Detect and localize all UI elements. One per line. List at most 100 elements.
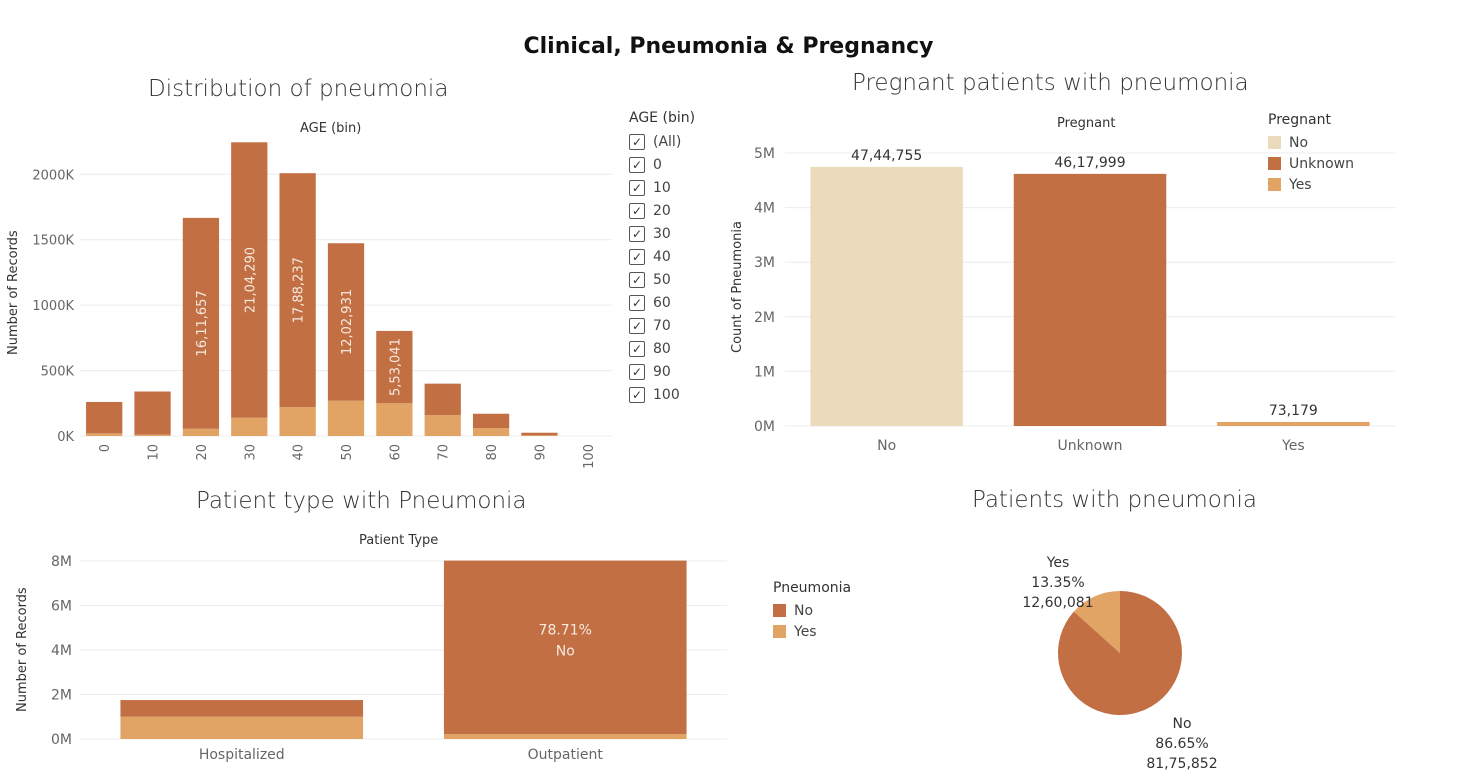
patient-type-column-header: Patient Type [359, 533, 439, 548]
bar-yes[interactable] [521, 435, 558, 436]
patient-type-chart: 0M 2M 4M 6M 8M Hospitalized Outpatient 78.71% No [51, 554, 727, 763]
bar-yes[interactable] [86, 433, 123, 436]
pie-label-no: No 86.65% 81,75,852 [1132, 714, 1232, 774]
bar-yes[interactable] [182, 428, 220, 436]
check-icon[interactable]: ✓ [629, 179, 645, 196]
x-tick-label: Unknown [1058, 438, 1123, 454]
bar[interactable] [1013, 173, 1167, 426]
x-tick-label: Yes [1281, 438, 1305, 454]
bar-yes[interactable] [120, 716, 364, 739]
bar-no[interactable] [279, 173, 316, 408]
bar-no[interactable] [86, 401, 123, 434]
pneumonia-legend-title: Pneumonia [773, 580, 852, 596]
age-filter-title: AGE (bin) [629, 110, 696, 126]
check-icon[interactable]: ✓ [629, 133, 645, 150]
check-icon[interactable]: ✓ [629, 156, 645, 173]
pregnant-legend-item-unknown[interactable]: Unknown [1268, 153, 1354, 174]
y-tick-label: 1500K [32, 234, 74, 249]
bar-value-label: 16,11,657 [195, 290, 210, 356]
check-icon[interactable]: ✓ [629, 225, 645, 242]
y-tick-label: 2M [51, 688, 72, 704]
x-tick-label: 90 [533, 444, 548, 461]
age-filter-label: 60 [653, 294, 671, 311]
x-tick-label: 50 [340, 444, 355, 461]
pneumonia-pie-chart [1058, 591, 1182, 715]
age-filter-item[interactable]: ✓ 70 [629, 314, 695, 337]
bar-no[interactable] [521, 432, 558, 436]
age-chart-title: Distribution of pneumonia [148, 76, 449, 102]
bar-yes[interactable] [376, 403, 413, 436]
bar[interactable] [1217, 422, 1370, 426]
legend-label: No [794, 602, 814, 619]
age-filter-item[interactable]: ✓ 90 [629, 360, 695, 383]
y-tick-label: 6M [51, 599, 72, 615]
age-filter-item[interactable]: ✓ 80 [629, 337, 695, 360]
bar-no[interactable] [472, 413, 510, 429]
check-icon[interactable]: ✓ [629, 202, 645, 219]
pie-chart-title: Patients with pneumonia [972, 487, 1257, 513]
pregnant-chart-title: Pregnant patients with pneumonia [852, 70, 1249, 96]
age-y-axis-title: Number of Records [6, 230, 21, 355]
bar-no[interactable] [376, 330, 413, 404]
bar-yes[interactable] [134, 434, 171, 436]
age-filter-item[interactable]: ✓ 100 [629, 383, 695, 406]
check-icon[interactable]: ✓ [629, 386, 645, 403]
legend-label: Unknown [1289, 155, 1354, 172]
bar-value-label: 46,17,999 [1054, 155, 1125, 171]
y-tick-label: 0K [57, 430, 74, 445]
bar-annotation-label: No [556, 643, 575, 659]
bar-yes[interactable] [443, 734, 687, 739]
pie-slice-yes[interactable] [1073, 591, 1120, 653]
check-icon[interactable]: ✓ [629, 271, 645, 288]
pregnant-chart: 0M 1M 2M 3M 4M 5M 47,44,755 No 46,17,999 Unknown 7… [754, 146, 1395, 454]
bar-yes[interactable] [279, 407, 316, 436]
bar-no[interactable] [443, 560, 687, 735]
pregnant-legend-item-no[interactable]: No [1268, 132, 1354, 153]
check-icon[interactable]: ✓ [629, 294, 645, 311]
y-tick-label: 2000K [32, 168, 74, 183]
check-icon[interactable]: ✓ [629, 248, 645, 265]
y-tick-label: 4M [51, 643, 72, 659]
age-filter-item[interactable]: ✓ 30 [629, 222, 695, 245]
age-filter-item[interactable]: ✓ 20 [629, 199, 695, 222]
x-tick-label: 70 [437, 444, 452, 461]
legend-label: Yes [794, 623, 817, 640]
age-filter-label: 70 [653, 317, 671, 334]
age-filter-list: ✓ (All) ✓ 0 ✓ 10 ✓ 20 ✓ 30 ✓ 40 ✓ 50 ✓ 60 ✓ 70 ✓ 80 ✓ 90 ✓ 100 [629, 130, 695, 406]
legend-swatch-yes [1268, 178, 1281, 191]
legend-swatch-no [1268, 136, 1281, 149]
x-tick-label: 20 [195, 444, 210, 461]
pneumonia-legend-item-no[interactable]: No [773, 600, 851, 621]
age-filter-item[interactable]: ✓ 40 [629, 245, 695, 268]
bar-yes[interactable] [231, 417, 268, 436]
x-tick-label: 100 [582, 444, 597, 469]
pneumonia-legend-item-yes[interactable]: Yes [773, 621, 851, 642]
age-filter-label: 50 [653, 271, 671, 288]
check-icon[interactable]: ✓ [629, 317, 645, 334]
age-filter-item[interactable]: ✓ (All) [629, 130, 695, 153]
bar-yes[interactable] [472, 428, 510, 436]
bar-value-label: 73,179 [1269, 403, 1318, 419]
pregnant-legend-item-yes[interactable]: Yes [1268, 174, 1354, 195]
bar-yes[interactable] [424, 415, 461, 436]
bar-yes[interactable] [327, 400, 365, 436]
age-filter-item[interactable]: ✓ 60 [629, 291, 695, 314]
bar-no[interactable] [327, 243, 365, 401]
bar-no[interactable] [231, 142, 268, 418]
pie-label-no-percent: 86.65% [1155, 736, 1209, 752]
check-icon[interactable]: ✓ [629, 340, 645, 357]
age-filter-item[interactable]: ✓ 10 [629, 176, 695, 199]
bar[interactable] [810, 166, 963, 426]
age-filter-item[interactable]: ✓ 0 [629, 153, 695, 176]
bar-no[interactable] [424, 383, 461, 416]
bar-no[interactable] [134, 391, 171, 435]
age-filter-label: (All) [653, 133, 682, 150]
age-filter-item[interactable]: ✓ 50 [629, 268, 695, 291]
legend-swatch-no [773, 604, 786, 617]
x-tick-label: 40 [292, 444, 307, 461]
check-icon[interactable]: ✓ [629, 363, 645, 380]
bar-no[interactable] [182, 217, 220, 429]
bar-no[interactable] [120, 700, 364, 717]
y-tick-label: 500K [41, 365, 75, 380]
pie-label-no-name: No [1172, 716, 1192, 732]
